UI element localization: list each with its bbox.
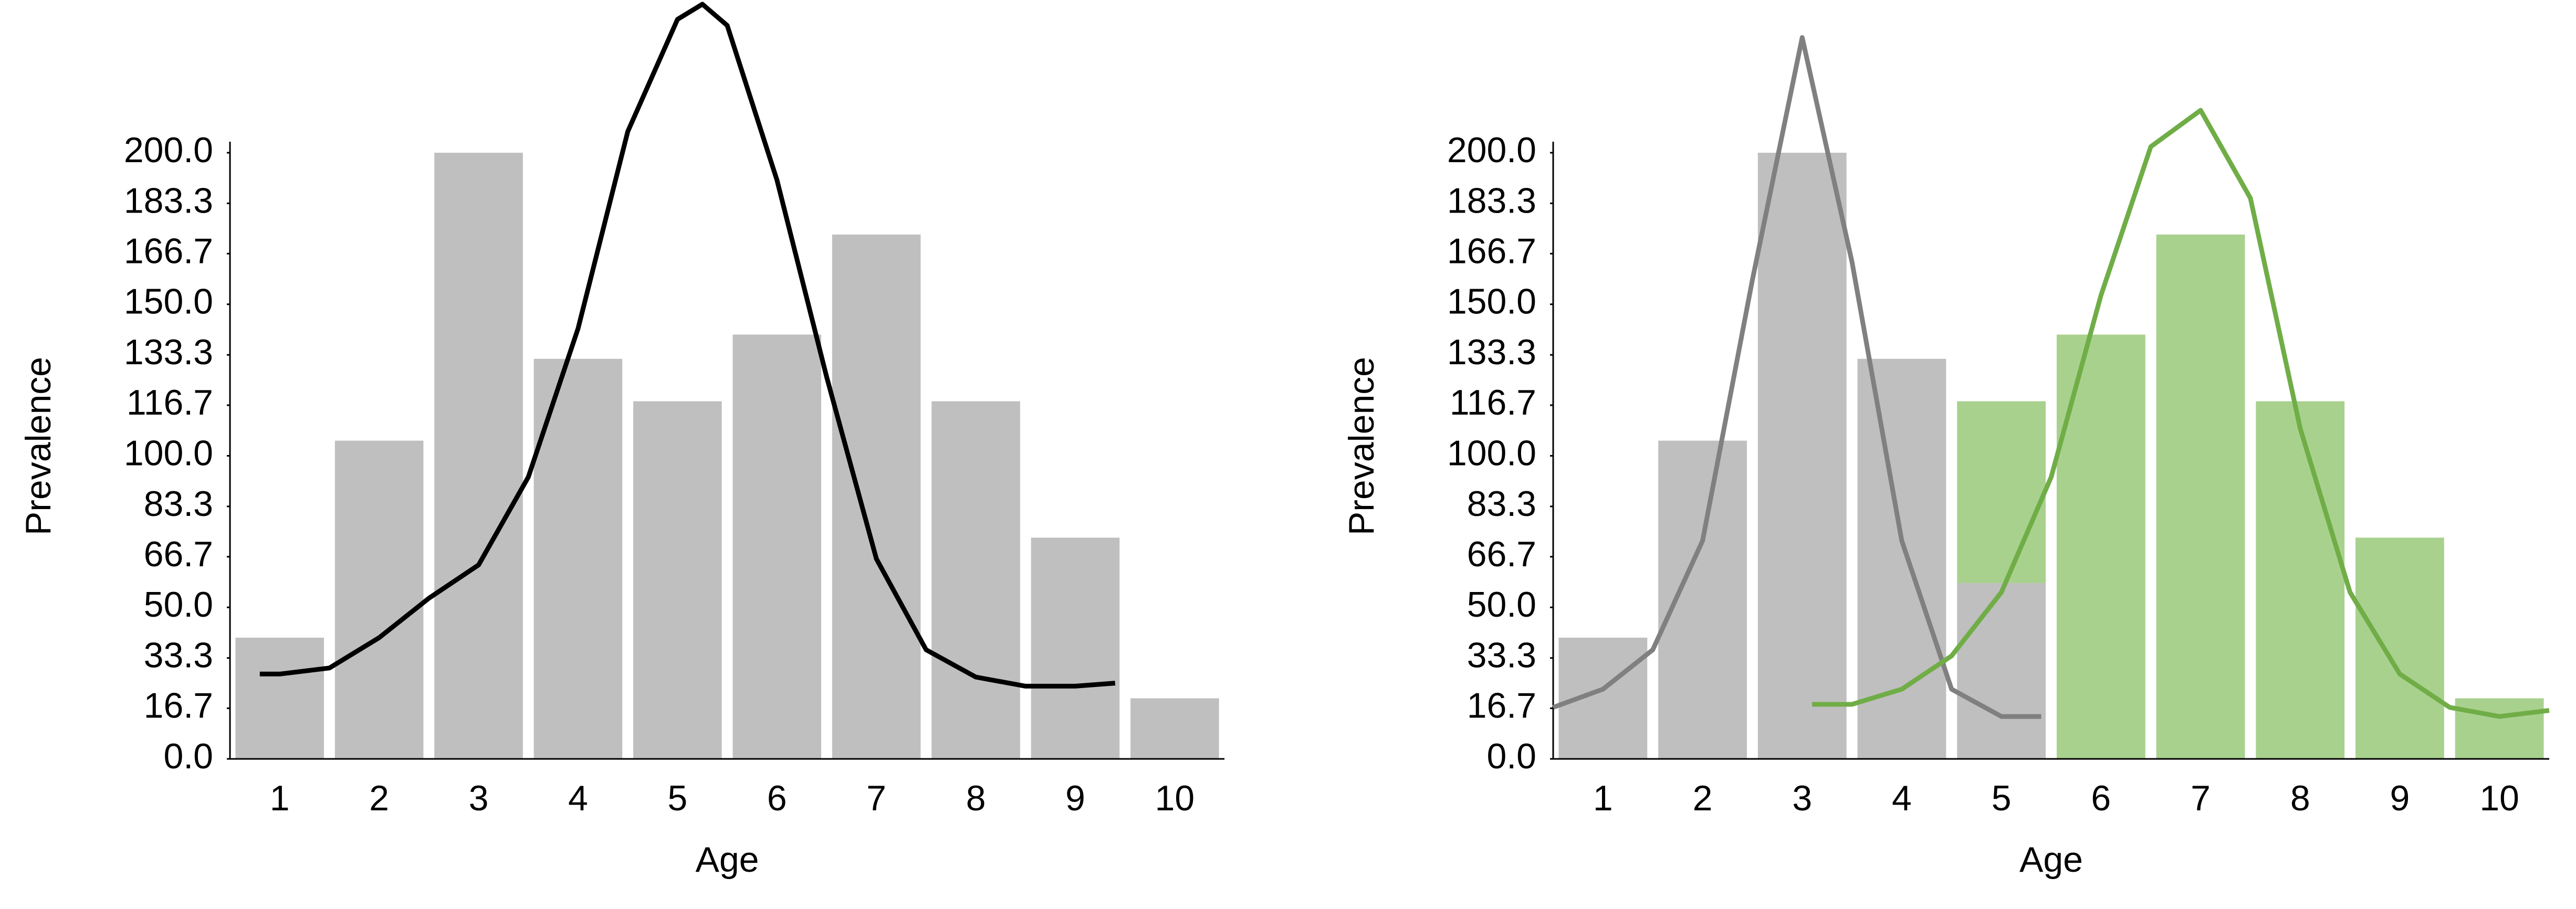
x-tick-label: 10 [2479,778,2519,818]
x-axis-label: Age [696,840,759,880]
x-axis-label: Age [2019,840,2083,880]
y-tick-label: 150.0 [124,282,213,322]
x-tick-label: 4 [1892,778,1912,818]
x-tick-label: 7 [866,778,886,818]
x-tick-label: 8 [2290,778,2310,818]
bar [434,153,523,759]
y-tick-label: 83.3 [144,484,213,524]
x-tick-label: 2 [1693,778,1713,818]
y-tick-label: 166.7 [124,231,213,271]
chart: 0.016.733.350.066.783.3100.0116.7133.315… [18,2,1224,880]
y-tick-label: 16.7 [144,686,213,726]
y-tick-label: 150.0 [1447,282,1536,322]
bar [2156,234,2245,759]
y-axis-label: Prevalence [1342,357,1381,535]
bar [1130,698,1219,759]
bar [1857,358,1946,759]
fit-curve [259,2,1116,689]
x-tick-label: 3 [1792,778,1812,818]
x-tick-label: 1 [270,778,290,818]
x-tick-label: 4 [568,778,588,818]
bar [235,638,324,759]
bar [732,334,821,759]
y-axis-label: Prevalence [18,357,58,535]
bar [832,234,921,759]
y-tick-label: 50.0 [144,585,213,625]
x-tick-label: 8 [966,778,986,818]
bar [1031,537,1120,759]
x-tick-label: 1 [1593,778,1613,818]
y-tick-label: 133.3 [1447,332,1536,372]
x-tick-label: 3 [469,778,489,818]
y-tick-label: 33.3 [1467,636,1536,675]
y-tick-label: 100.0 [124,433,213,473]
x-tick-label: 9 [1065,778,1085,818]
bar [633,401,722,759]
fit-curve [1812,108,2550,719]
y-tick-label: 16.7 [1467,686,1536,726]
y-tick-label: 0.0 [163,736,213,776]
bar [931,401,1020,759]
bar [334,440,424,759]
bar [2056,334,2145,759]
y-tick-label: 183.3 [124,181,213,220]
y-tick-label: 83.3 [1467,484,1536,524]
y-tick-label: 33.3 [144,636,213,675]
y-tick-label: 200.0 [1447,130,1536,170]
x-tick-label: 5 [667,778,687,818]
y-tick-label: 66.7 [1467,534,1536,574]
bar [1658,440,1747,759]
y-tick-label: 200.0 [124,130,213,170]
bar [2455,698,2544,759]
y-tick-label: 50.0 [1467,585,1536,625]
x-tick-label: 9 [2390,778,2410,818]
x-tick-label: 7 [2191,778,2211,818]
bar [533,358,623,759]
bar [1957,583,2046,759]
x-tick-label: 5 [1992,778,2012,818]
bar [2355,537,2444,759]
fit-curve [1552,35,2041,719]
y-tick-label: 183.3 [1447,181,1536,220]
y-tick-label: 116.7 [127,383,213,422]
y-tick-label: 66.7 [144,534,213,574]
bar [2256,401,2345,759]
x-tick-label: 6 [767,778,787,818]
y-tick-label: 100.0 [1447,433,1536,473]
x-tick-label: 10 [1155,778,1195,818]
x-tick-label: 6 [2091,778,2111,818]
bar [1957,401,2046,584]
y-tick-label: 166.7 [1447,231,1536,271]
y-tick-label: 0.0 [1486,736,1536,776]
y-tick-label: 133.3 [124,332,213,372]
x-tick-label: 2 [369,778,389,818]
bar [1757,153,1847,759]
chart: 0.016.733.350.066.783.3100.0116.7133.315… [1342,35,2550,880]
y-tick-label: 116.7 [1450,383,1536,422]
